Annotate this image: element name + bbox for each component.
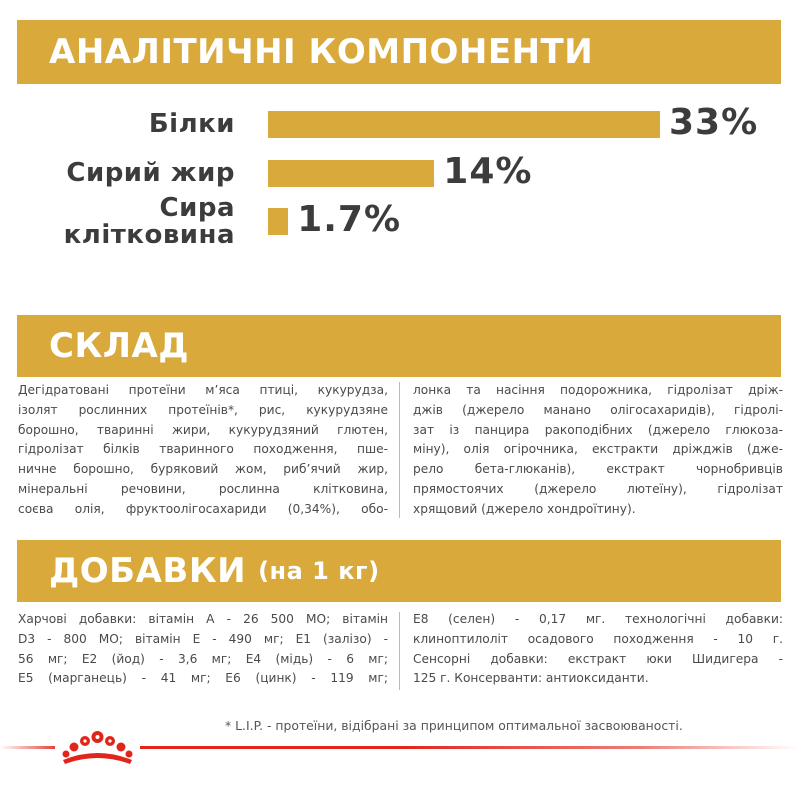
text-line: міну), олія огірочника, екстракти дріждж… — [413, 442, 783, 457]
text-line: D3 - 800 МО; вітамін Е - 490 мг; Е1 (зал… — [18, 631, 388, 646]
text-line: ізолят рослинних протеїнів*, рис, кукуру… — [18, 402, 388, 417]
additives-text-right: Е8 (селен) - 0,17 мг. технологічні добав… — [413, 610, 783, 689]
bar — [268, 208, 289, 235]
composition-banner: СКЛАД — [17, 315, 781, 377]
additives-divider — [399, 612, 400, 690]
bar-label-line: Білки — [148, 109, 235, 139]
text-line: лонка та насіння подорожника, гідролізат… — [413, 383, 783, 397]
additives-text-left: Харчові добавки: вітамін А - 26 500 МО; … — [18, 610, 388, 689]
text-line: зат із панцира ракоподібних (джерело глю… — [413, 422, 783, 437]
bar — [268, 160, 435, 187]
bar-label: Білки — [149, 111, 235, 138]
text-line: гідролізат білків тваринного походження,… — [18, 442, 388, 457]
bar-value: 14% — [443, 151, 533, 192]
analytics-banner: АНАЛІТИЧНІ КОМПОНЕНТИ — [17, 20, 781, 84]
text-line: борошно, тваринні жири, кукурудзяний глю… — [18, 422, 388, 437]
bar-label-line: Сирий жир — [66, 158, 235, 188]
text-line: хрящовий (джерело хондроїтину). — [413, 501, 636, 516]
composition-text-right: лонка та насіння подорожника, гідролізат… — [413, 381, 783, 520]
bar — [268, 111, 660, 138]
text-line: 125 г. Консерванти: антиоксиданти. — [413, 671, 649, 686]
text-line: Сенсорні добавки: екстракт юки Шидигера … — [413, 651, 783, 666]
composition-title: СКЛАД — [49, 326, 190, 366]
text-line: прямостоячих (джерело лютеїну), гідроліз… — [413, 481, 783, 496]
bar-label: Сирий жир — [66, 160, 235, 187]
footer-red-line — [0, 746, 799, 749]
text-line: джів (джерело манано олігосахаридів), гі… — [413, 402, 783, 417]
text-line: ничне борошно, буряковий жом, риб’ячий ж… — [18, 462, 388, 477]
text-line: клиноптилоліт осадового походження - 10 … — [413, 631, 783, 646]
text-line: 56 мг; Е2 (йод) - 3,6 мг; Е4 (мідь) - 6 … — [18, 651, 388, 666]
text-line: мінеральні речовини, рослинна клітковина… — [18, 481, 388, 496]
analytics-title: АНАЛІТИЧНІ КОМПОНЕНТИ — [49, 32, 594, 72]
text-line: Дегідратовані протеїни м’яса птиці, куку… — [18, 383, 388, 397]
composition-divider — [399, 382, 400, 518]
additives-banner: ДОБАВКИ (на 1 кг) — [17, 540, 781, 602]
text-line: рело бета-глюканів), екстракт чорнобривц… — [413, 462, 783, 477]
text-line: Е5 (марганець) - 41 мг; Е6 (цинк) - 119 … — [18, 671, 388, 686]
bar-label: Сира клітковина — [63, 192, 235, 250]
text-line: Е8 (селен) - 0,17 мг. технологічні добав… — [413, 612, 783, 626]
royal-canin-crown-icon — [55, 724, 140, 768]
bar-label-line: Сира — [159, 192, 235, 223]
composition-text-left: Дегідратовані протеїни м’яса птиці, куку… — [18, 381, 388, 520]
additives-subtitle: (на 1 кг) — [258, 557, 380, 585]
bar-value: 33% — [669, 102, 759, 143]
text-line: Харчові добавки: вітамін А - 26 500 МО; … — [18, 612, 388, 626]
text-line: соєва олія, фруктоолігосахариди (0,34%),… — [18, 501, 388, 516]
bar-value: 1.7% — [297, 199, 402, 240]
bar-label-line: клітковина — [63, 219, 235, 250]
additives-title: ДОБАВКИ — [49, 551, 247, 591]
footnote: * L.I.P. - протеїни, відібрані за принци… — [225, 718, 683, 733]
